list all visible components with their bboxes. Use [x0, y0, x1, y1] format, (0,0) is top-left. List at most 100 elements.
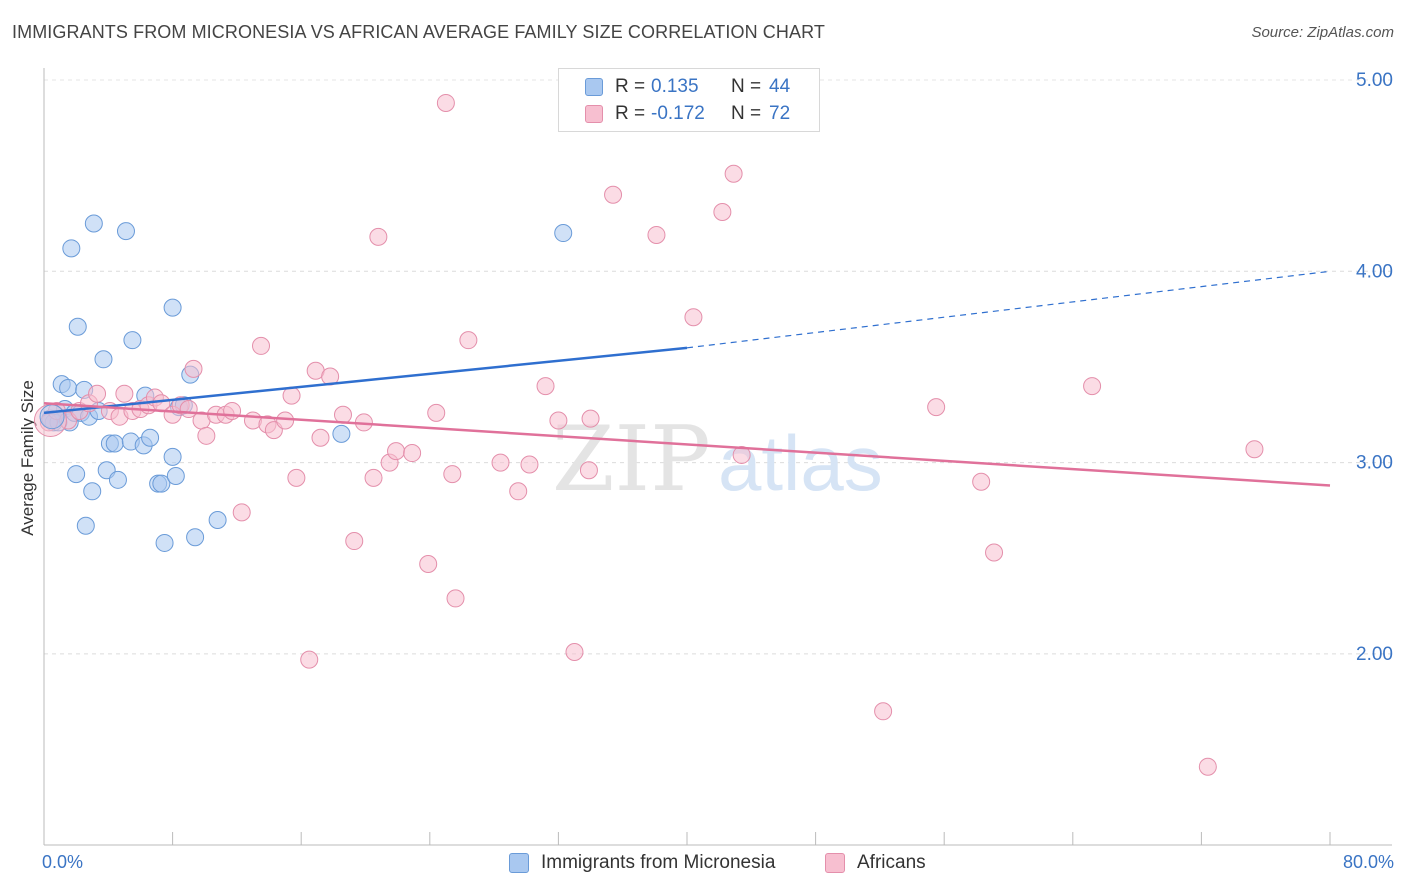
y-tick-label: 3.00: [1356, 453, 1393, 474]
legend-n-label: N =: [731, 76, 762, 97]
point-africans: [1245, 440, 1264, 459]
point-africans: [1083, 377, 1102, 396]
point-africans: [713, 202, 732, 221]
legend-swatch-africans: [585, 105, 603, 123]
legend-row-africans: R = -0.172 N = 72: [585, 102, 790, 126]
point-micronesia: [163, 298, 182, 317]
legend-label-africans: Africans: [857, 852, 926, 873]
point-africans: [364, 468, 383, 487]
point-africans: [459, 331, 478, 350]
point-africans: [252, 336, 271, 355]
point-africans: [724, 164, 743, 183]
point-africans: [443, 465, 462, 484]
legend-label-micronesia: Immigrants from Micronesia: [541, 852, 776, 873]
legend-swatch-micronesia: [509, 853, 529, 873]
legend-r-value: 0.135: [651, 76, 699, 97]
point-africans: [419, 554, 438, 573]
point-micronesia: [59, 378, 78, 397]
point-africans: [333, 405, 352, 424]
point-africans: [604, 185, 623, 204]
x-tick-min: 0.0%: [42, 852, 84, 872]
point-africans: [184, 359, 203, 378]
point-africans: [565, 642, 584, 661]
point-micronesia: [332, 424, 351, 443]
point-africans: [581, 409, 600, 428]
point-africans: [732, 445, 751, 464]
point-africans: [232, 503, 251, 522]
watermark-zip: ZIP: [552, 407, 711, 512]
y-tick-label: 4.00: [1356, 261, 1393, 282]
point-africans: [579, 461, 598, 480]
point-africans: [282, 386, 301, 405]
legend-swatch-africans: [825, 853, 845, 873]
point-africans: [446, 589, 465, 608]
y-tick-label: 2.00: [1356, 644, 1393, 665]
point-micronesia: [123, 331, 142, 350]
point-africans: [491, 453, 510, 472]
point-micronesia: [116, 222, 135, 241]
point-micronesia: [83, 482, 102, 501]
point-micronesia: [62, 239, 81, 258]
point-africans: [300, 650, 319, 669]
point-africans: [436, 93, 455, 112]
x-tick-max: 80.0%: [1342, 852, 1394, 872]
data-points: [33, 93, 1264, 776]
point-micronesia: [94, 350, 113, 369]
point-micronesia: [554, 224, 573, 243]
point-africans: [927, 398, 946, 417]
point-africans: [311, 428, 330, 447]
point-africans: [972, 472, 991, 491]
point-micronesia: [68, 317, 87, 336]
axes: [43, 68, 1392, 846]
point-africans: [520, 455, 539, 474]
point-africans: [345, 532, 364, 551]
legend-row-micronesia: R = 0.135 N = 44: [585, 75, 790, 99]
correlation-legend: R = 0.135 N = 44 R = -0.172 N = 72: [558, 68, 820, 132]
point-africans: [197, 426, 216, 445]
point-africans: [276, 411, 295, 430]
legend-r-label: R =: [615, 76, 646, 97]
point-micronesia: [166, 466, 185, 485]
legend-n-value: 72: [769, 103, 791, 124]
legend-n-value: 44: [769, 76, 791, 97]
point-africans: [427, 403, 446, 422]
trend-line-micronesia: [43, 346, 688, 415]
point-africans: [985, 543, 1004, 562]
point-africans: [874, 702, 893, 721]
point-africans: [115, 384, 134, 403]
point-micronesia: [76, 516, 95, 535]
trend-line-africans: [43, 402, 1331, 487]
point-africans: [403, 444, 422, 463]
legend-r-value: -0.172: [651, 103, 705, 124]
point-africans: [647, 225, 666, 244]
chart-title: IMMIGRANTS FROM MICRONESIA VS AFRICAN AV…: [12, 22, 825, 42]
point-micronesia: [208, 510, 227, 529]
point-africans: [684, 308, 703, 327]
point-micronesia: [186, 528, 205, 547]
gridlines: [44, 79, 1392, 655]
point-micronesia: [39, 404, 65, 430]
y-tick-labels: 2.00 3.00 4.00 5.00: [1356, 70, 1393, 665]
point-micronesia: [108, 470, 127, 489]
legend-swatch-micronesia: [585, 78, 603, 96]
point-micronesia: [141, 428, 160, 447]
point-africans: [287, 468, 306, 487]
point-africans: [509, 482, 528, 501]
point-micronesia: [155, 533, 174, 552]
legend-n-label: N =: [731, 103, 762, 124]
point-africans: [549, 411, 568, 430]
point-micronesia: [152, 474, 171, 493]
y-tick-label: 5.00: [1356, 70, 1393, 91]
point-micronesia: [84, 214, 103, 233]
point-africans: [387, 442, 406, 461]
trend-lines: [43, 270, 1331, 487]
legend-item-micronesia: Immigrants from Micronesia: [509, 852, 775, 874]
series-legend: Immigrants from Micronesia Africans: [0, 852, 1406, 878]
point-africans: [536, 377, 555, 396]
legend-item-africans: Africans: [825, 852, 926, 874]
point-africans: [88, 384, 107, 403]
point-micronesia: [105, 434, 124, 453]
point-africans: [369, 227, 388, 246]
point-micronesia: [163, 447, 182, 466]
